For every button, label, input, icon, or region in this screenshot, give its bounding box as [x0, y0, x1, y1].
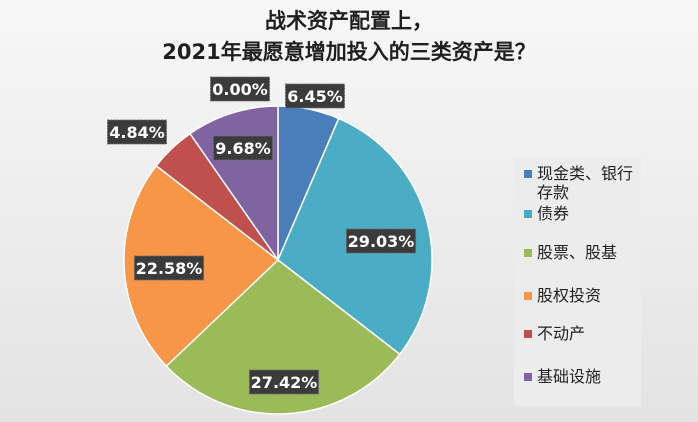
- legend: 现金类、银行存款 债券 股票、股基 股权投资 不动产 基础设施: [514, 158, 641, 406]
- legend-label: 债券: [537, 204, 570, 223]
- data-label-box: [213, 135, 273, 161]
- legend-item-cash: 现金类、银行存款: [524, 164, 639, 202]
- legend-label: 股权投资: [537, 286, 602, 305]
- data-labels: 6.45% 29.03% 27.42% 22.58% 4.84% 9.68% 0.00%: [107, 76, 417, 395]
- legend-label: 现金类、银行存款: [537, 164, 634, 202]
- legend-item-equity: 股权投资: [524, 286, 639, 305]
- legend-swatch: [524, 170, 532, 178]
- legend-swatch: [524, 330, 532, 338]
- legend-swatch: [524, 249, 532, 257]
- legend-label: 基础设施: [537, 367, 602, 386]
- chart-title-line1: 战术资产配置上，: [265, 9, 433, 33]
- data-label-box: [133, 255, 205, 281]
- data-label: 22.58%: [136, 259, 203, 278]
- data-label-box: [248, 369, 320, 395]
- pie-slice: [165, 259, 401, 415]
- legend-label: 股票、股基: [537, 243, 618, 262]
- data-label-box: [107, 119, 167, 145]
- legend-swatch: [524, 292, 532, 300]
- data-label: 9.68%: [215, 139, 271, 158]
- chart-title-line2: 2021年最愿意增加投入的三类资产是？: [162, 40, 536, 64]
- data-label-box: [285, 83, 345, 109]
- legend-swatch: [524, 210, 532, 218]
- legend-item-stocks: 股票、股基: [524, 243, 639, 262]
- legend-item-bonds: 债券: [524, 204, 639, 223]
- legend-item-realestate: 不动产: [524, 324, 639, 343]
- data-label-box: [210, 76, 270, 102]
- data-label: 6.45%: [287, 87, 343, 106]
- data-label: 4.84%: [109, 123, 165, 142]
- legend-label: 不动产: [537, 324, 586, 343]
- legend-item-infrastructure: 基础设施: [524, 367, 639, 386]
- data-label-box: [345, 228, 417, 254]
- data-label: 0.00%: [212, 80, 268, 99]
- chart-title: 战术资产配置上， 2021年最愿意增加投入的三类资产是？: [0, 6, 698, 68]
- data-label: 27.42%: [251, 373, 318, 392]
- data-label: 29.03%: [348, 232, 415, 251]
- legend-swatch: [524, 373, 532, 381]
